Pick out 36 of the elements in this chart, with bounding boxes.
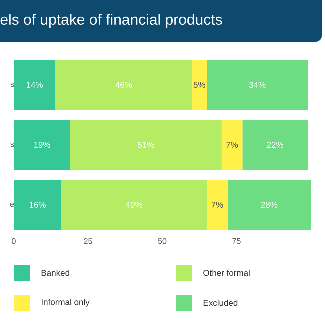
chart-title: els of uptake of financial products	[0, 14, 222, 28]
bar	[207, 60, 308, 110]
data-label: 7%	[212, 202, 224, 208]
legend-label: Banked	[42, 270, 70, 276]
x-tick-label: 25	[84, 238, 92, 244]
data-label: 16%	[30, 202, 46, 208]
data-label: 5%	[194, 82, 206, 88]
bar	[222, 120, 243, 170]
bar	[242, 120, 308, 170]
legend-label: Excluded	[204, 300, 238, 306]
y-tick-label: s	[10, 82, 14, 88]
x-tick-label: 0	[12, 238, 16, 244]
data-label: 51%	[138, 142, 154, 148]
legend-label: Other formal	[204, 270, 250, 276]
data-label: 22%	[267, 142, 284, 148]
bar	[207, 180, 228, 230]
data-label: 7%	[226, 142, 238, 148]
x-tick-label: 75	[232, 238, 241, 244]
bar	[14, 180, 62, 230]
bar	[70, 120, 222, 170]
data-label: 14%	[26, 82, 43, 88]
x-tick-label: 50	[158, 238, 167, 244]
bar	[14, 120, 70, 170]
data-label: 19%	[34, 142, 50, 148]
data-label: 49%	[126, 202, 142, 208]
bar	[62, 180, 208, 230]
data-label: 46%	[116, 82, 132, 88]
bar	[14, 60, 56, 110]
legend-label: Informal only	[42, 299, 90, 307]
y-tick-label: s	[10, 142, 14, 148]
bar	[228, 180, 311, 230]
bar	[192, 60, 208, 110]
data-label: 34%	[249, 82, 266, 88]
data-label: 28%	[261, 202, 278, 208]
y-tick-label: e	[10, 202, 14, 208]
bar	[56, 60, 192, 110]
